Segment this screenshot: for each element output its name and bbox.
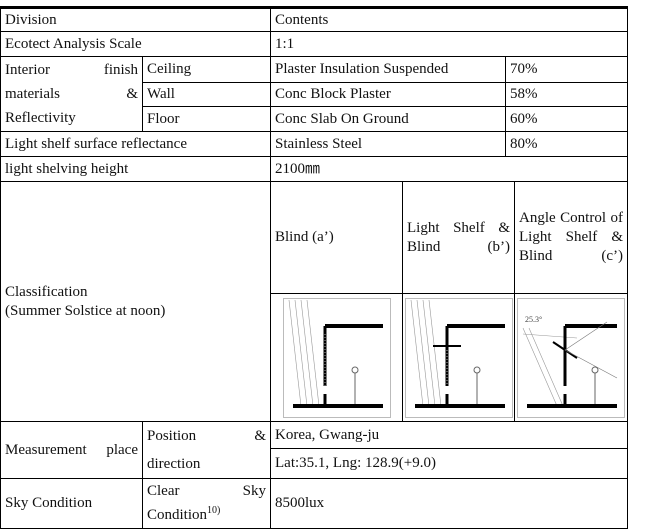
cell: 2100㎜ <box>269 156 629 182</box>
header-cell: Contents <box>269 7 629 32</box>
cell: Wall <box>142 82 271 107</box>
cell-text: Clear Sky Condition <box>147 483 266 523</box>
diagram-label: 25.3° <box>525 315 542 324</box>
image-cell <box>402 293 515 422</box>
cell: Light shelf surface reflectance <box>0 131 271 157</box>
diagram-b <box>404 297 513 418</box>
cell: Measurement place <box>0 421 143 479</box>
cell: Stainless Steel <box>270 131 506 157</box>
diagram-a <box>282 297 391 418</box>
cell: light shelving height <box>0 156 271 182</box>
cell: Position & direction <box>142 421 271 479</box>
footnote: 10) <box>207 505 221 516</box>
image-cell <box>270 293 403 422</box>
cell: Ceiling <box>142 56 271 83</box>
cell: 70% <box>504 56 629 83</box>
cell: Clear Sky Condition10) <box>142 478 271 529</box>
cell: 1:1 <box>269 31 629 57</box>
cell-text: (Summer Solstice at noon) <box>5 302 166 319</box>
cell: Lat:35.1, Lng: 128.9(+9.0) <box>269 448 629 479</box>
cell: 58% <box>504 82 629 107</box>
cell: 60% <box>504 106 629 132</box>
cell: 80% <box>504 131 629 157</box>
cell: Ecotect Analysis Scale <box>0 31 271 57</box>
header-cell: Division <box>0 7 271 32</box>
cell: Floor <box>142 106 271 132</box>
cell: Blind (a’) <box>270 181 403 294</box>
cell-text: Classification <box>5 283 88 300</box>
cell: Plaster Insulation Suspended <box>270 56 506 83</box>
image-cell: 25.3° <box>513 293 629 422</box>
cell: Light Shelf & Blind (b’) <box>402 181 515 294</box>
cell: Korea, Gwang-ju <box>269 420 629 450</box>
diagram-c: 25.3° <box>517 297 626 418</box>
cell: Angle Control of Light Shelf & Blind (c’… <box>513 181 629 294</box>
cell: 8500lux <box>269 478 629 529</box>
cell: Interior finish materials & Reflectivity <box>0 56 143 132</box>
cell: Sky Condition <box>0 478 143 529</box>
cell: Classification (Summer Solstice at noon) <box>0 181 271 422</box>
spec-table: Division Contents Ecotect Analysis Scale 1… <box>0 6 629 529</box>
cell: Conc Slab On Ground <box>270 106 506 132</box>
cell: Conc Block Plaster <box>270 82 506 107</box>
